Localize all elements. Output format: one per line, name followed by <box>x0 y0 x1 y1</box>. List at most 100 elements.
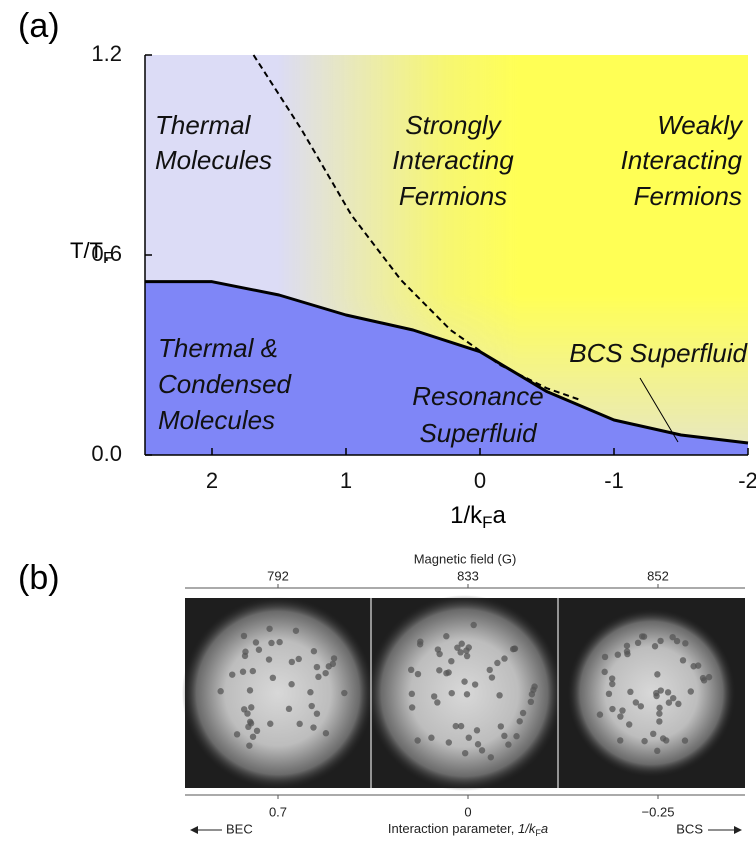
vortex <box>288 681 294 687</box>
arrow-head <box>190 826 198 834</box>
vortex <box>528 699 534 705</box>
vortex <box>475 741 481 747</box>
x-tick-label: -2 <box>738 468 756 493</box>
vortex <box>682 640 688 646</box>
vortex <box>314 664 320 670</box>
vortex <box>417 641 423 647</box>
bottom-tick-label: −0.25 <box>642 804 675 819</box>
region-label: Molecules <box>155 145 272 175</box>
vortex <box>602 654 608 660</box>
vortex <box>448 658 454 664</box>
vortex <box>322 670 328 676</box>
bottom-axis-title: Interaction parameter, 1/kFa <box>388 821 548 838</box>
panel-label: (b) <box>18 559 60 597</box>
vortex <box>669 634 675 640</box>
top-axis-title: Magnetic field (G) <box>414 551 517 566</box>
vortex <box>496 692 502 698</box>
vortex <box>520 710 526 716</box>
vortex <box>445 669 451 675</box>
vortex <box>266 656 272 662</box>
vortex <box>531 683 537 689</box>
vortex <box>706 674 712 680</box>
vortex <box>660 735 666 741</box>
vortex <box>601 669 607 675</box>
vortex <box>488 754 494 760</box>
x-label-main: 1/k <box>450 502 483 529</box>
vortex <box>434 699 440 705</box>
vortex <box>436 667 442 673</box>
vortex <box>326 663 332 669</box>
vortex <box>501 655 507 661</box>
vortex <box>494 660 500 666</box>
vortex <box>627 689 633 695</box>
vortex <box>293 628 299 634</box>
vortex <box>466 734 472 740</box>
vortex <box>250 668 256 674</box>
vortex <box>700 675 706 681</box>
vortex <box>453 723 459 729</box>
vortex <box>624 648 630 654</box>
vortex <box>487 667 493 673</box>
vortex <box>254 728 260 734</box>
vortex <box>270 675 276 681</box>
vortex <box>489 674 495 680</box>
vortex <box>617 737 623 743</box>
vortex <box>654 748 660 754</box>
vortex <box>446 739 452 745</box>
vortex <box>695 662 701 668</box>
region-label: BCS Superfluid <box>569 338 748 368</box>
vortex <box>315 674 321 680</box>
arrow-head <box>734 826 742 834</box>
vortex <box>409 704 415 710</box>
bec-label: BEC <box>226 821 253 836</box>
vortex <box>234 731 240 737</box>
panel-label: (a) <box>18 7 60 45</box>
vortex <box>682 737 688 743</box>
top-tick-label: 852 <box>647 568 669 583</box>
vortex <box>229 671 235 677</box>
vortex <box>470 622 476 628</box>
vortex <box>609 675 615 681</box>
vortex <box>501 733 507 739</box>
vortex <box>248 704 254 710</box>
vortex <box>310 724 316 730</box>
vortex <box>323 730 329 736</box>
vortex <box>241 633 247 639</box>
region-label: Interacting <box>621 145 743 175</box>
vortex <box>626 721 632 727</box>
vortex <box>641 633 647 639</box>
vortex <box>615 651 621 657</box>
vortex <box>268 640 274 646</box>
vortex <box>414 737 420 743</box>
vortex <box>296 721 302 727</box>
region-label: Thermal <box>155 110 252 140</box>
vortex <box>250 734 256 740</box>
vortex <box>415 671 421 677</box>
vortex <box>510 646 516 652</box>
vortex <box>653 690 659 696</box>
vortex <box>307 689 313 695</box>
vortex <box>641 738 647 744</box>
vortex <box>461 678 467 684</box>
region-label: Fermions <box>399 181 507 211</box>
vortex <box>449 690 455 696</box>
vortex <box>654 671 660 677</box>
x-label-sub: F <box>482 513 492 532</box>
vortex <box>656 718 662 724</box>
vortex <box>675 701 681 707</box>
vortex <box>409 691 415 697</box>
vortex <box>609 681 615 687</box>
vortex <box>428 735 434 741</box>
vortex <box>296 656 302 662</box>
bcs-label: BCS <box>676 821 703 836</box>
vortex <box>505 741 511 747</box>
figure: (a) Thermal Molecules Strongly Interacti… <box>0 0 756 842</box>
vortex <box>472 681 478 687</box>
vortex <box>665 689 671 695</box>
vortex <box>652 643 658 649</box>
vortex <box>253 639 259 645</box>
atom-cloud <box>568 609 736 777</box>
region-label: Weakly <box>657 110 744 140</box>
vortex <box>609 706 615 712</box>
vortex <box>638 703 644 709</box>
